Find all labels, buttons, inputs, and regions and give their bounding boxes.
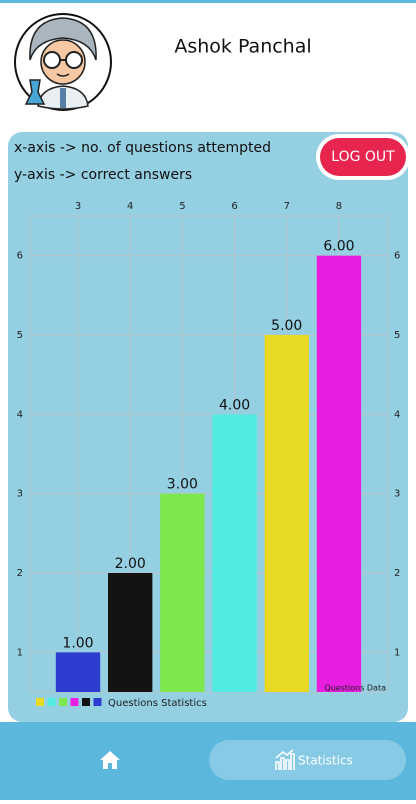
- plot: 3 4 5 6 7 8 1 1 2 2 3 3 4 4 5 5 6 6 1.00 2.00 3.00 4.00 5.00 6.…: [17, 201, 401, 709]
- y-tick-label: 5: [17, 330, 23, 341]
- logout-button[interactable]: LOG OUT: [316, 134, 410, 180]
- plot-border: [29, 215, 389, 693]
- y-tick-label-right: 1: [394, 647, 400, 658]
- top-strip: [0, 0, 416, 3]
- x-tick-label: 6: [231, 201, 237, 212]
- y-tick-label: 1: [17, 647, 23, 658]
- logout-label[interactable]: LOG OUT: [331, 149, 395, 165]
- x-tick-label: 5: [179, 201, 185, 212]
- legend-swatch: [82, 698, 90, 706]
- avatar: [14, 13, 112, 111]
- chart-description: Questions Data: [324, 684, 386, 693]
- bar-value-label: 4.00: [219, 397, 250, 413]
- user-name: Ashok Panchal: [174, 36, 311, 58]
- legend-swatch: [70, 698, 79, 706]
- logout-fill: [320, 138, 406, 176]
- statistics-tab[interactable]: Statistics: [209, 740, 406, 780]
- legend-swatch: [36, 698, 44, 706]
- y-tick-label-right: 3: [394, 489, 400, 500]
- legend-swatch: [59, 698, 67, 706]
- y-tick-label-right: 5: [394, 330, 400, 341]
- statistics-label[interactable]: Statistics: [298, 754, 353, 768]
- legend-swatch: [47, 698, 56, 706]
- home-icon[interactable]: [100, 751, 120, 769]
- x-tick-label: 8: [336, 201, 342, 212]
- y-tick-label: 4: [17, 409, 23, 420]
- y-tick-label-right: 4: [394, 409, 400, 420]
- legend-swatch: [93, 698, 102, 706]
- bar: [108, 573, 153, 692]
- bar-value-label: 5.00: [271, 318, 302, 334]
- x-tick-label: 4: [127, 201, 133, 212]
- bar: [212, 414, 257, 692]
- statistics-icon[interactable]: [275, 749, 295, 770]
- axis-note: y-axis -> correct answers: [14, 167, 192, 183]
- axis-note: x-axis -> no. of questions attempted: [14, 140, 271, 156]
- bar: [160, 493, 205, 692]
- bar: [316, 255, 362, 692]
- bar-value-label: 2.00: [115, 556, 146, 572]
- y-tick-label: 3: [17, 489, 23, 500]
- bar: [55, 652, 101, 692]
- bar: [264, 335, 309, 692]
- y-tick-label: 2: [17, 568, 23, 579]
- bar-value-label: 6.00: [323, 239, 354, 255]
- x-tick-label: 7: [284, 201, 290, 212]
- y-tick-label-right: 6: [394, 251, 400, 262]
- x-tick-label: 3: [75, 201, 81, 212]
- bar-value-label: 1.00: [62, 635, 93, 651]
- bar-value-label: 3.00: [167, 477, 198, 493]
- statistics-pill[interactable]: [209, 740, 406, 780]
- home-tab[interactable]: [100, 751, 120, 769]
- y-tick-label-right: 2: [394, 568, 400, 579]
- y-tick-label: 6: [17, 251, 23, 262]
- legend-label: Questions Statistics: [108, 698, 207, 709]
